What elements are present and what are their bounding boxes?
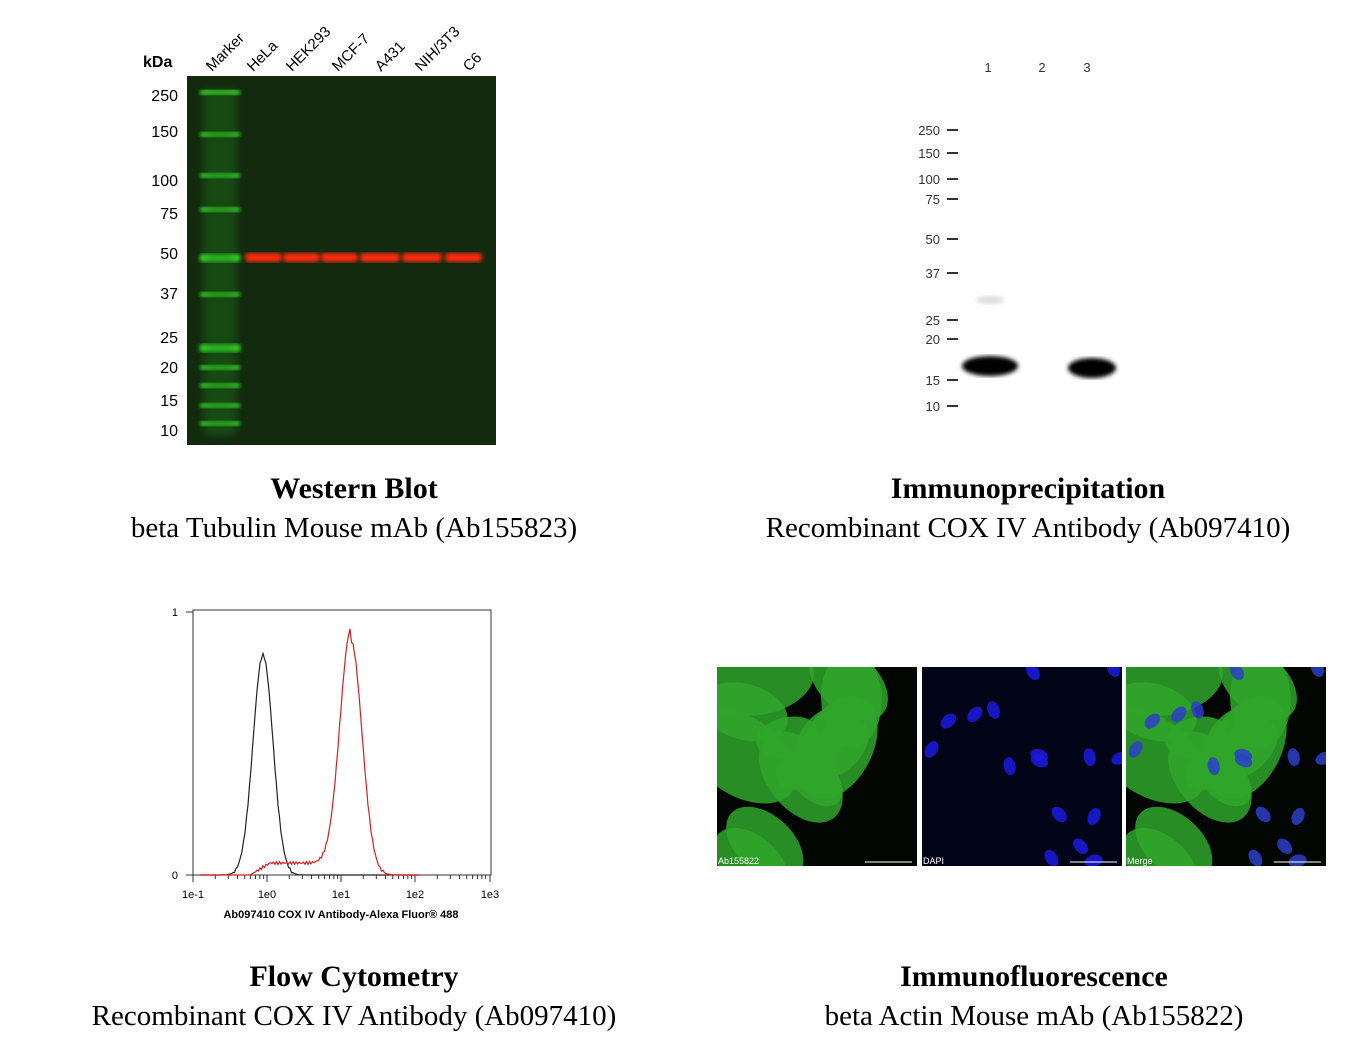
marker-label: 250 xyxy=(151,88,178,105)
panel-title: Flow Cytometry xyxy=(249,960,458,993)
y-tick-label: 1 xyxy=(172,607,178,619)
marker-label: 50 xyxy=(160,246,178,263)
nucleus xyxy=(1287,748,1300,767)
red-band xyxy=(283,253,320,262)
nucleus xyxy=(1030,754,1049,768)
nucleus xyxy=(1291,807,1305,826)
nucleus xyxy=(1248,849,1263,866)
if-content xyxy=(1126,667,1326,866)
marker-label: 25 xyxy=(160,330,178,347)
cell xyxy=(726,806,804,866)
nucleus xyxy=(1315,751,1326,765)
nucleus xyxy=(1288,854,1307,866)
nucleus xyxy=(967,706,983,723)
image-label: Merge xyxy=(1127,856,1153,866)
marker-label: 100 xyxy=(151,173,178,190)
marker-label: 37 xyxy=(160,286,178,303)
ladder-smear xyxy=(203,90,237,435)
cell xyxy=(1206,695,1287,800)
red-band xyxy=(360,253,400,262)
marker-label: 20 xyxy=(926,332,940,347)
panel-subtitle: Recombinant COX IV Antibody (Ab097410) xyxy=(766,512,1291,544)
x-axis-label: Ab097410 COX IV Antibody-Alexa Fluor® 48… xyxy=(223,909,458,921)
lane-label: 3 xyxy=(1083,60,1090,75)
cell xyxy=(717,682,788,742)
panel-title: Immunofluorescence xyxy=(900,960,1168,993)
nucleus xyxy=(1310,667,1324,677)
panel-subtitle: beta Tubulin Mouse mAb (Ab155823) xyxy=(131,512,577,544)
nucleus xyxy=(1234,754,1253,768)
nucleus xyxy=(1144,713,1161,729)
x-tick-label: 1e1 xyxy=(332,889,350,901)
nucleus xyxy=(1083,748,1096,767)
nucleus xyxy=(1277,838,1293,855)
cell xyxy=(1135,806,1213,866)
y-tick-label: 0 xyxy=(172,870,178,882)
nucleus xyxy=(987,701,1000,719)
lane-label: 2 xyxy=(1038,60,1045,75)
marker-label: 10 xyxy=(926,399,940,414)
red-band xyxy=(402,253,442,262)
nucleus xyxy=(1025,667,1040,681)
marker-label: 100 xyxy=(918,172,940,187)
marker-label: 150 xyxy=(151,124,178,141)
x-tick-label: 1e2 xyxy=(406,889,424,901)
nucleus xyxy=(1207,757,1220,776)
ip-blot: 250 150 100 75 50 37 25 20 15 10 1 2 3 xyxy=(918,60,1116,414)
nucleus xyxy=(1084,854,1103,866)
x-tick-label: 1e3 xyxy=(481,889,499,901)
marker-label: 15 xyxy=(926,373,940,388)
histogram-curve xyxy=(200,651,419,876)
panel-title: Western Blot xyxy=(270,472,437,505)
if-image xyxy=(922,667,1122,866)
if-content xyxy=(717,667,888,866)
nucleus xyxy=(940,713,957,729)
x-tick-label: 1e0 xyxy=(258,889,276,901)
panel-subtitle: Recombinant COX IV Antibody (Ab097410) xyxy=(92,1000,617,1032)
marker-label: 50 xyxy=(926,232,940,247)
nucleus xyxy=(1229,667,1244,681)
nucleus xyxy=(1073,838,1089,855)
x-tick-label: 1e-1 xyxy=(182,889,204,901)
marker-label: 75 xyxy=(160,206,178,223)
cell xyxy=(797,695,878,800)
red-band xyxy=(445,253,482,262)
nucleus xyxy=(1128,741,1143,758)
nucleus xyxy=(1003,757,1016,776)
if-images: Ab155822 DAPI Merge xyxy=(717,667,1326,866)
nucleus xyxy=(1106,667,1120,677)
marker-label: 15 xyxy=(160,393,178,410)
unit-label: kDa xyxy=(143,54,172,71)
nucleus xyxy=(1111,751,1122,765)
histogram-curve xyxy=(200,628,419,876)
nucleus xyxy=(1051,806,1067,823)
nucleus xyxy=(924,741,939,758)
marker-label: 150 xyxy=(918,146,940,161)
marker-label: 250 xyxy=(918,123,940,138)
red-band xyxy=(321,253,358,262)
nucleus xyxy=(1255,806,1271,823)
nucleus xyxy=(1044,849,1059,866)
panel-subtitle: beta Actin Mouse mAb (Ab155822) xyxy=(825,1000,1244,1032)
marker-label: 25 xyxy=(926,313,940,328)
red-band xyxy=(245,253,282,262)
marker-label: 75 xyxy=(926,192,940,207)
marker-label: 10 xyxy=(160,423,178,440)
band xyxy=(1068,358,1116,378)
band xyxy=(962,356,1018,376)
nucleus xyxy=(1171,706,1187,723)
flow-plot: 1e-1 1e0 1e1 1e2 1e3 1 0 xyxy=(172,607,499,901)
nucleus xyxy=(1191,701,1204,719)
nucleus xyxy=(1087,807,1101,826)
cell xyxy=(1126,682,1197,742)
faint-band xyxy=(976,296,1004,304)
image-label: DAPI xyxy=(923,856,944,866)
lane-label: 1 xyxy=(984,60,991,75)
image-label: Ab155822 xyxy=(718,856,759,866)
if-content xyxy=(924,667,1122,866)
marker-label: 20 xyxy=(160,360,178,377)
panel-title: Immunoprecipitation xyxy=(891,472,1166,505)
marker-label: 37 xyxy=(926,266,940,281)
